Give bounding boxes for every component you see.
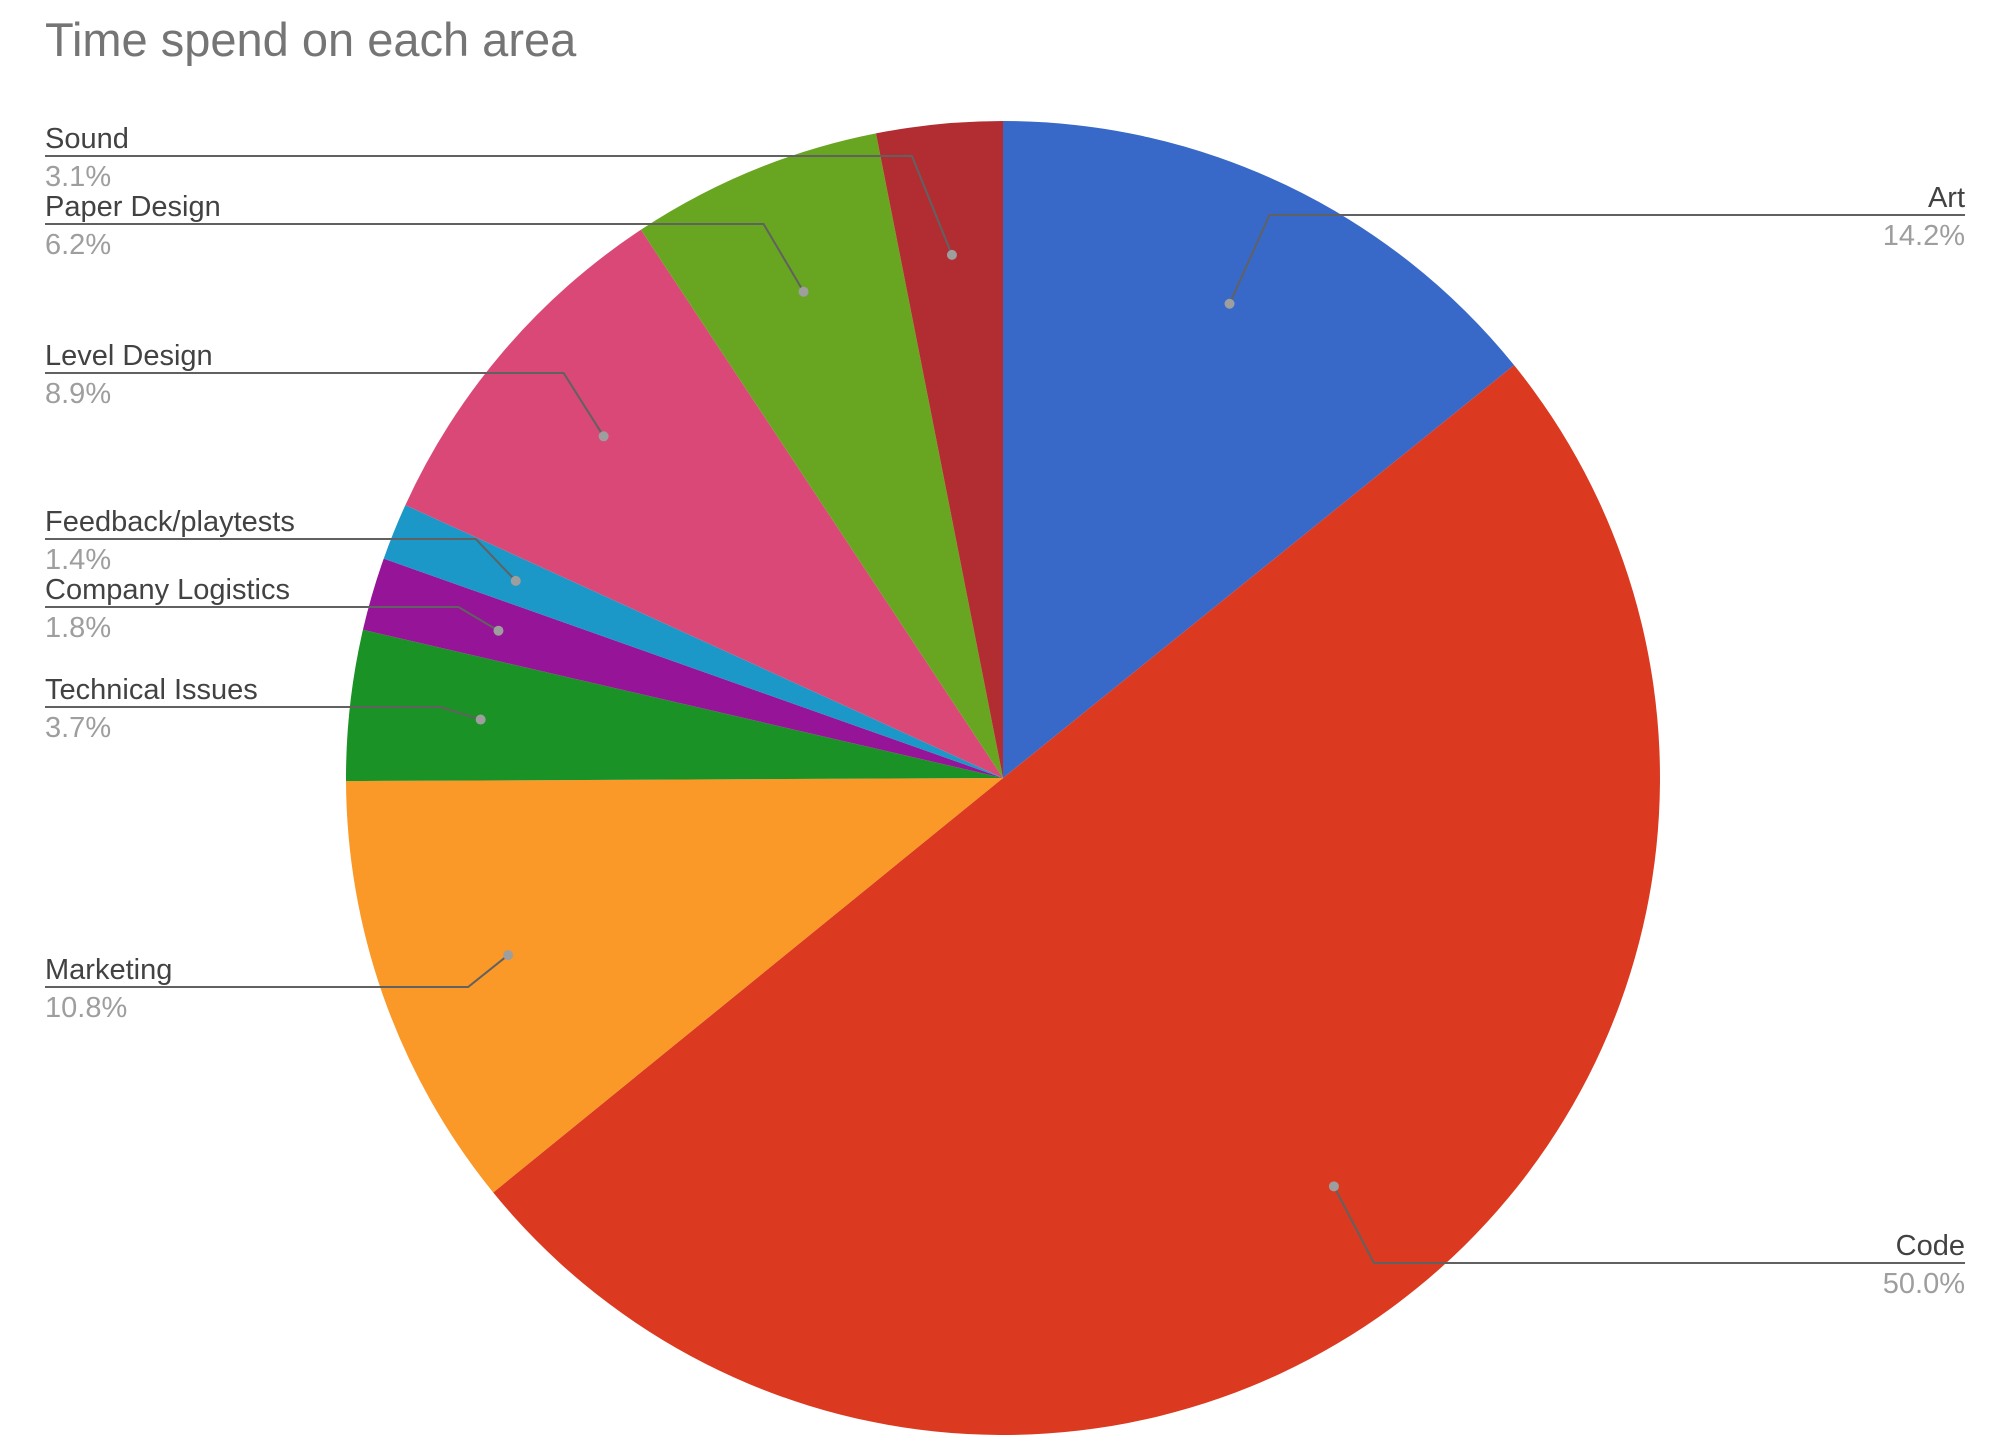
leader-dot-sound	[946, 249, 957, 260]
slice-value-code: 50.0%	[1883, 1268, 1965, 1300]
leader-dot-code	[1328, 1181, 1339, 1192]
slice-labels: Art 14.2% Code 50.0% Marketing 10.8% Technical…	[45, 123, 1965, 1300]
leader-dot-level-design	[598, 431, 609, 442]
pie-slice-feedback-playtests[interactable]	[383, 505, 1003, 778]
leader-dot-art	[1224, 298, 1235, 309]
slice-label-code: Code	[1896, 1230, 1965, 1262]
leader-line-feedback-playtests	[45, 538, 517, 582]
leader-line-code	[1333, 1185, 1965, 1264]
slice-value-sound: 3.1%	[45, 161, 111, 193]
pie-slice-marketing[interactable]	[346, 778, 1003, 1193]
slice-value-art: 14.2%	[1883, 220, 1965, 252]
slice-value-level-design: 8.9%	[45, 378, 111, 410]
leader-line-level-design	[45, 372, 605, 437]
leader-dot-feedback-playtests	[510, 575, 521, 586]
chart-title: Time spend on each area	[45, 13, 577, 66]
pie-slice-technical-issues[interactable]	[346, 629, 1003, 782]
pie-slice-level-design[interactable]	[405, 229, 1003, 778]
slice-label-art: Art	[1928, 182, 1965, 214]
pie-slices	[346, 121, 1660, 1435]
pie-slice-sound[interactable]	[875, 121, 1003, 778]
slice-value-technical-issues: 3.7%	[45, 712, 111, 744]
leader-line-paper-design	[45, 223, 805, 293]
pie-slice-art[interactable]	[1003, 121, 1515, 778]
pie-slice-company-logistics[interactable]	[362, 558, 1004, 778]
leader-lines	[45, 155, 1965, 1264]
leader-line-sound	[45, 155, 953, 256]
slice-value-marketing: 10.8%	[45, 992, 127, 1024]
slice-label-marketing: Marketing	[45, 954, 172, 986]
pie-slice-paper-design[interactable]	[640, 133, 1003, 778]
slice-label-level-design: Level Design	[45, 340, 213, 372]
leader-line-marketing	[45, 954, 509, 988]
leader-dot-marketing	[503, 950, 514, 961]
pie-slice-code[interactable]	[493, 365, 1660, 1435]
slice-value-feedback-playtests: 1.4%	[45, 544, 111, 576]
leader-line-technical-issues	[45, 706, 481, 721]
leader-line-company-logistics	[45, 606, 499, 632]
slice-label-feedback-playtests: Feedback/playtests	[45, 506, 295, 538]
slice-label-technical-issues: Technical Issues	[45, 674, 258, 706]
leader-dot-technical-issues	[475, 714, 486, 725]
slice-value-paper-design: 6.2%	[45, 229, 111, 261]
leader-dot-company-logistics	[493, 625, 504, 636]
slice-label-sound: Sound	[45, 123, 129, 155]
slice-label-paper-design: Paper Design	[45, 191, 221, 223]
slice-value-company-logistics: 1.8%	[45, 612, 111, 644]
leader-dot-paper-design	[798, 286, 809, 297]
slice-label-company-logistics: Company Logistics	[45, 574, 290, 606]
leader-line-art	[1228, 214, 1965, 305]
